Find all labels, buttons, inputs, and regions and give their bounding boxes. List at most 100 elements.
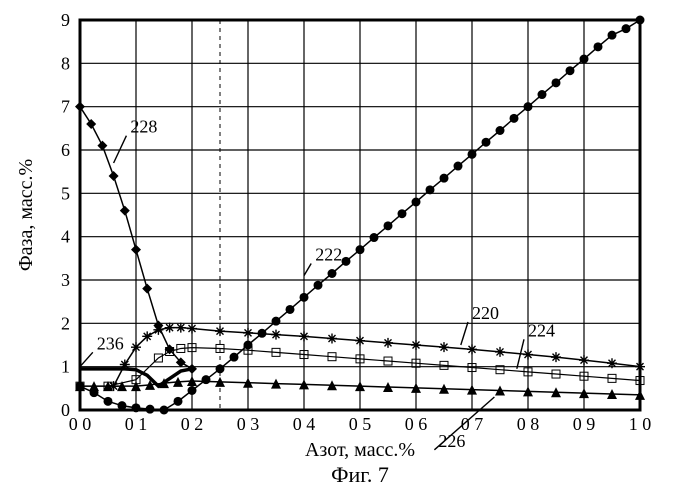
marker-asterisk	[176, 323, 186, 333]
marker-circle	[384, 221, 393, 230]
series-callout: 224	[528, 320, 555, 340]
marker-circle	[314, 281, 323, 290]
marker-asterisk	[187, 324, 197, 334]
xtick-label: 0 8	[517, 414, 540, 434]
marker-circle	[90, 388, 99, 397]
marker-circle	[622, 24, 631, 33]
marker-asterisk	[495, 347, 505, 357]
marker-circle	[188, 386, 197, 395]
marker-circle	[104, 397, 113, 406]
marker-circle	[580, 55, 589, 64]
marker-circle	[510, 114, 519, 123]
marker-circle	[244, 341, 253, 350]
marker-circle	[552, 78, 561, 87]
marker-circle	[426, 185, 435, 194]
ytick-label: 1	[61, 357, 70, 377]
callout-leader	[114, 136, 127, 163]
marker-circle	[370, 233, 379, 242]
marker-circle	[118, 401, 127, 410]
marker-diamond	[131, 245, 141, 255]
marker-asterisk	[383, 338, 393, 348]
marker-circle	[174, 397, 183, 406]
xtick-label: 0 3	[237, 414, 260, 434]
xtick-label: 0 4	[293, 414, 316, 434]
marker-asterisk	[165, 323, 175, 333]
callout-leader	[461, 322, 468, 345]
marker-asterisk	[551, 352, 561, 362]
marker-diamond	[97, 141, 107, 151]
series-callout: 236	[97, 333, 124, 353]
marker-asterisk	[355, 336, 365, 346]
ytick-label: 2	[61, 313, 70, 333]
series-callout: 228	[130, 117, 157, 137]
ytick-label: 0	[61, 400, 70, 420]
xtick-label: 0 1	[125, 414, 148, 434]
ytick-label: 9	[61, 10, 70, 30]
marker-asterisk	[327, 334, 337, 344]
figure-caption: Фиг. 7	[331, 462, 389, 487]
marker-asterisk	[243, 328, 253, 338]
marker-circle	[412, 198, 421, 207]
ytick-label: 7	[61, 97, 70, 117]
marker-circle	[202, 375, 211, 384]
marker-asterisk	[579, 355, 589, 365]
marker-circle	[608, 31, 617, 40]
marker-diamond	[142, 284, 152, 294]
ytick-label: 8	[61, 53, 70, 73]
marker-circle	[132, 403, 141, 412]
marker-circle	[146, 405, 155, 414]
xtick-label: 0 6	[405, 414, 428, 434]
marker-circle	[300, 293, 309, 302]
marker-asterisk	[142, 331, 152, 341]
marker-asterisk	[467, 344, 477, 354]
marker-circle	[524, 102, 533, 111]
ytick-label: 6	[61, 140, 70, 160]
marker-circle	[454, 162, 463, 171]
marker-circle	[356, 245, 365, 254]
ytick-label: 3	[61, 270, 70, 290]
marker-circle	[160, 406, 169, 415]
marker-asterisk	[523, 350, 533, 360]
marker-asterisk	[109, 381, 119, 391]
marker-circle	[76, 382, 85, 391]
marker-circle	[258, 329, 267, 338]
marker-circle	[468, 150, 477, 159]
marker-asterisk	[607, 358, 617, 368]
marker-circle	[216, 364, 225, 373]
marker-asterisk	[439, 342, 449, 352]
marker-circle	[398, 209, 407, 218]
series-callout: 220	[472, 303, 499, 323]
marker-circle	[328, 269, 337, 278]
ytick-label: 5	[61, 183, 70, 203]
marker-asterisk	[299, 331, 309, 341]
callout-leader	[80, 352, 93, 366]
marker-asterisk	[131, 342, 141, 352]
marker-circle	[496, 126, 505, 135]
marker-diamond	[187, 364, 197, 374]
xtick-label: 0 0	[69, 414, 92, 434]
marker-circle	[286, 305, 295, 314]
marker-circle	[440, 174, 449, 183]
marker-diamond	[75, 102, 85, 112]
marker-asterisk	[635, 362, 645, 372]
marker-circle	[566, 66, 575, 75]
marker-asterisk	[271, 330, 281, 340]
marker-diamond	[120, 206, 130, 216]
marker-circle	[594, 42, 603, 51]
xtick-label: 1 0	[629, 414, 652, 434]
x-axis-label: Азот, масс.%	[305, 439, 415, 461]
marker-diamond	[109, 171, 119, 181]
xtick-label: 0 9	[573, 414, 596, 434]
marker-circle	[272, 317, 281, 326]
series-callout: 226	[438, 431, 465, 451]
callout-leader	[304, 264, 311, 276]
y-axis-label: Фаза, масс.%	[15, 159, 37, 271]
marker-circle	[342, 257, 351, 266]
marker-circle	[538, 90, 547, 99]
marker-asterisk	[215, 326, 225, 336]
xtick-label: 0 5	[349, 414, 372, 434]
chart-figure: 0 00 10 20 30 40 50 60 70 80 91 00123456…	[0, 0, 688, 500]
series-callout: 222	[315, 245, 342, 265]
marker-diamond	[86, 119, 96, 129]
marker-circle	[482, 138, 491, 147]
